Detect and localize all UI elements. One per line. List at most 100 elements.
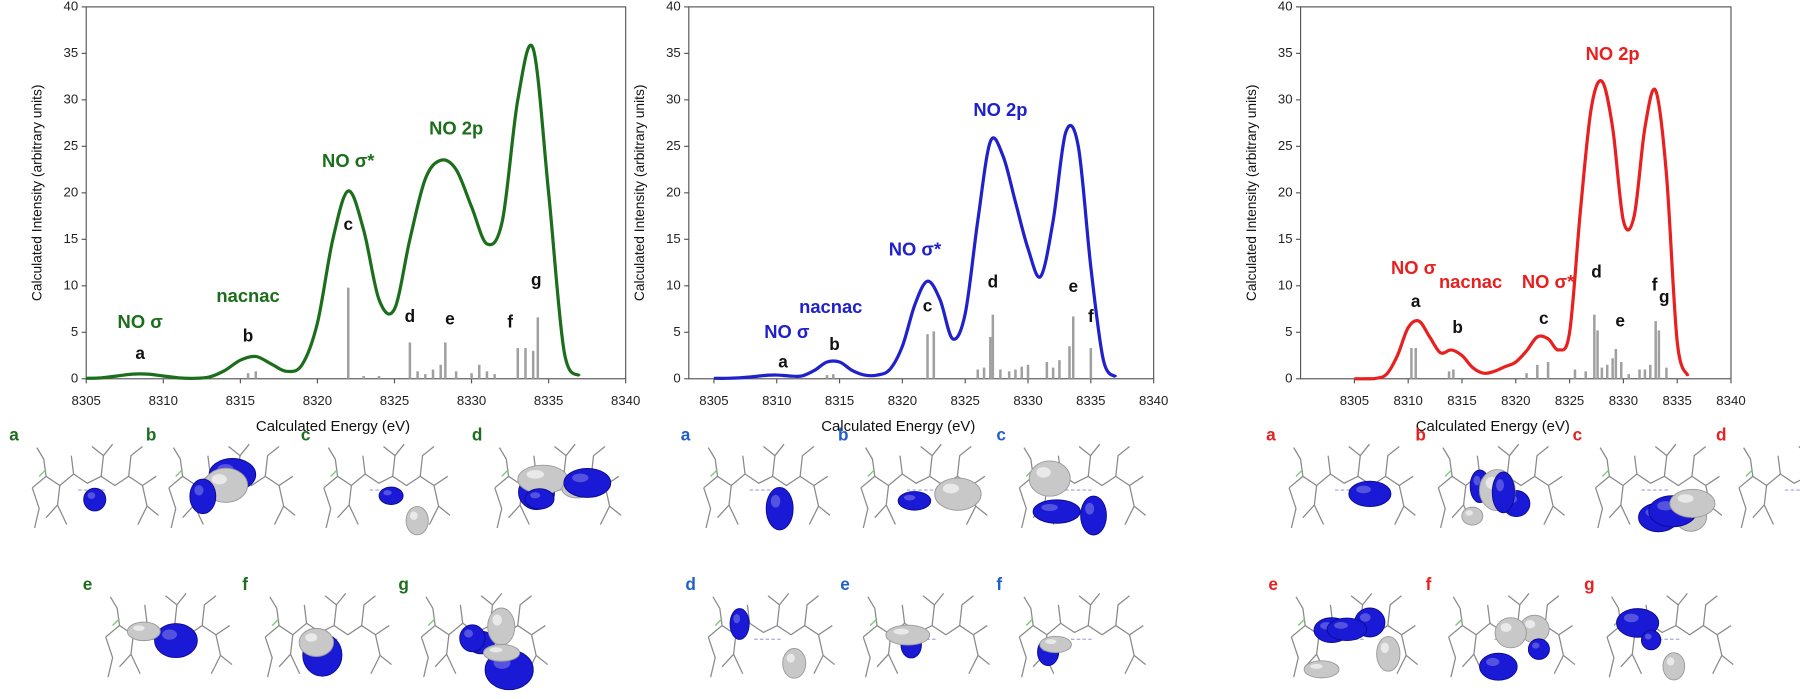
orbital-image xyxy=(1606,593,1734,681)
molecule-bond xyxy=(1115,445,1130,477)
orbital-highlight xyxy=(1380,642,1389,653)
x-tick-label: 8310 xyxy=(149,393,178,408)
orbital-label: b xyxy=(1415,425,1426,445)
orbital-lobe xyxy=(1662,652,1686,681)
molecule-bond xyxy=(714,618,723,627)
molecule-bond xyxy=(874,485,890,519)
molecule-bond xyxy=(1712,655,1723,675)
peak-label: g xyxy=(531,270,542,290)
molecule-bond xyxy=(1444,468,1453,477)
orbital-image xyxy=(707,593,835,679)
molecule-bond xyxy=(1023,596,1034,626)
molecule-bond xyxy=(707,447,719,477)
spectrum-line xyxy=(713,123,1118,380)
y-tick-label: 40 xyxy=(1278,0,1293,13)
orbital-lobe xyxy=(1348,480,1392,508)
molecule-bond xyxy=(172,447,184,477)
orbital-highlight xyxy=(383,490,392,496)
peak-label: f xyxy=(507,312,513,332)
molecule-bond xyxy=(1745,468,1754,477)
orbital-lobe xyxy=(1669,488,1716,518)
peak-label: c xyxy=(923,296,933,316)
orbital-highlight xyxy=(409,511,418,520)
molecule-bond xyxy=(273,505,285,525)
molecule-bond xyxy=(1124,655,1135,675)
molecule-bond xyxy=(1288,473,1414,489)
molecule-bond xyxy=(1078,445,1091,457)
molecule-bond xyxy=(929,443,942,477)
peak-annotation: NO σ xyxy=(118,311,164,332)
molecule-bond xyxy=(425,596,436,626)
molecule-bond xyxy=(494,487,503,529)
molecule-bond xyxy=(1115,595,1130,626)
molecule-bond xyxy=(867,596,878,626)
molecule-bond xyxy=(1777,455,1781,475)
orbital-lobe xyxy=(885,624,931,646)
y-tick-label: 25 xyxy=(666,138,681,153)
orbital-highlight xyxy=(942,483,960,494)
orbital-highlight xyxy=(1041,503,1058,511)
orbital-highlight xyxy=(1465,510,1473,516)
y-tick-label: 15 xyxy=(1278,231,1293,246)
orbital-highlight xyxy=(464,629,473,638)
molecule-bond xyxy=(324,595,337,606)
molecule-bond xyxy=(1595,473,1720,489)
peak-annotation: nacnac xyxy=(216,285,279,306)
molecule-bond xyxy=(1620,634,1636,668)
molecule-bond xyxy=(1288,487,1297,529)
molecule-bond xyxy=(968,655,979,675)
molecule-bond xyxy=(1293,447,1304,477)
molecule-bond xyxy=(1018,622,1144,638)
y-axis-label: Calculated Intensity (arbitrary units) xyxy=(632,85,647,302)
molecule-bond xyxy=(1543,505,1554,525)
molecule-bond xyxy=(1313,504,1325,525)
orbital-image xyxy=(860,443,988,529)
molecule-bond xyxy=(703,473,829,489)
molecule-bond xyxy=(383,445,396,457)
molecule-bond xyxy=(100,443,114,477)
molecule-bond xyxy=(1087,443,1101,477)
molecule-bond xyxy=(920,445,933,457)
molecule-bond xyxy=(480,595,493,606)
orbital-highlight xyxy=(530,492,541,499)
peak-label: c xyxy=(1539,308,1549,328)
molecule-bond xyxy=(767,595,780,606)
molecule-bond xyxy=(45,485,61,519)
x-tick-label: 8315 xyxy=(1447,393,1476,408)
molecule-bond xyxy=(173,593,187,626)
molecule-bond xyxy=(56,504,68,525)
molecule-bond xyxy=(1348,445,1361,457)
y-axis-label: Calculated Intensity (arbitrary units) xyxy=(1244,85,1259,302)
y-tick-label: 35 xyxy=(64,45,79,60)
molecule-bond xyxy=(554,445,567,457)
molecule-bond xyxy=(808,505,820,525)
molecule-bond xyxy=(717,485,732,519)
peak-annotation: NO 2p xyxy=(1586,43,1640,64)
y-tick-label: 40 xyxy=(666,0,681,13)
orbital-highlight xyxy=(194,485,204,496)
peak-annotation: NO 2p xyxy=(429,117,483,138)
peak-label: d xyxy=(405,306,416,326)
orbital-lobe xyxy=(482,644,521,662)
molecule-bond xyxy=(899,455,903,475)
orbital-highlight xyxy=(572,473,589,483)
x-tick-label: 8330 xyxy=(457,393,486,408)
orbital-label: g xyxy=(398,574,409,594)
molecule-bond xyxy=(446,653,457,675)
orbital-highlight xyxy=(1500,622,1512,632)
orbital-highlight xyxy=(1496,479,1504,492)
orbital-label: f xyxy=(1426,574,1432,594)
orbital-label: f xyxy=(242,574,248,594)
orbital-lobe xyxy=(83,487,107,512)
y-tick-label: 30 xyxy=(1278,91,1293,106)
molecule-bond xyxy=(712,596,723,626)
molecule-bond xyxy=(1018,487,1027,529)
x-tick-label: 8335 xyxy=(1663,393,1692,408)
molecule-bond xyxy=(1357,443,1370,477)
y-tick-label: 15 xyxy=(666,231,681,246)
x-tick-label: 8325 xyxy=(951,393,980,408)
y-tick-label: 15 xyxy=(64,231,79,246)
y-tick-label: 25 xyxy=(1278,138,1293,153)
molecule-bond xyxy=(420,636,429,678)
molecule-bond xyxy=(1507,595,1521,606)
